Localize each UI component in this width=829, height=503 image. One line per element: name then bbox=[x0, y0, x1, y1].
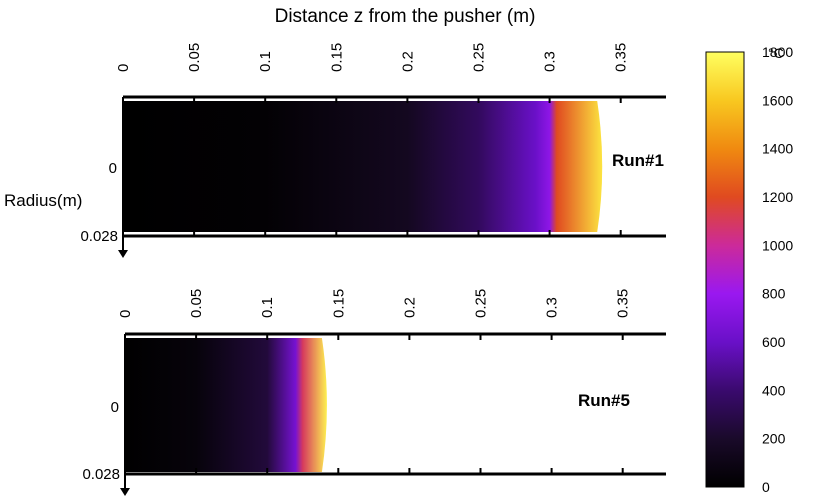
y-tick-label: 0.028 bbox=[80, 228, 118, 245]
x-tick-label: 0.2 bbox=[401, 297, 418, 318]
x-tick-label: 0.25 bbox=[473, 289, 490, 318]
y-tick-label: 0.028 bbox=[82, 466, 120, 483]
x-tick-label: 0.15 bbox=[330, 289, 347, 318]
colorbar-tick-label: 0 bbox=[762, 479, 770, 495]
x-tick-label: 0.1 bbox=[257, 51, 274, 72]
x-tick-label: 0.3 bbox=[544, 297, 561, 318]
colorbar-tick-label: 1800 bbox=[762, 44, 793, 60]
colorbar-tick-label: 600 bbox=[762, 334, 786, 350]
panel-1: 0 0.05 0.1 0.15 0.2 0.25 0.3 0.35 0 0.028 Run#1 bbox=[80, 43, 666, 258]
x-tick-label: 0.15 bbox=[328, 43, 345, 72]
x-tick-label: 0.35 bbox=[615, 289, 632, 318]
colorbar-tick-label: 1600 bbox=[762, 92, 793, 108]
y-tick-label: 0 bbox=[111, 399, 119, 416]
temperature-field bbox=[125, 338, 327, 472]
run-label: Run#1 bbox=[612, 151, 664, 170]
temperature-field bbox=[123, 101, 603, 232]
x-tick-label: 0.25 bbox=[471, 43, 488, 72]
chart-title: Distance z from the pusher (m) bbox=[275, 6, 536, 27]
colorbar-tick-label: 1200 bbox=[762, 189, 793, 205]
x-tick-label: 0.2 bbox=[399, 51, 416, 72]
colorbar bbox=[705, 51, 745, 488]
run-label: Run#5 bbox=[578, 391, 630, 410]
colorbar-tick-label: 1400 bbox=[762, 141, 793, 157]
x-tick-label: 0.05 bbox=[188, 289, 205, 318]
colorbar-tick-label: 1000 bbox=[762, 237, 793, 253]
x-tick-label: 0 bbox=[115, 64, 132, 72]
y-axis-arrow bbox=[118, 250, 128, 258]
x-tick-label: 0 bbox=[117, 310, 134, 318]
x-tick-label: 0.3 bbox=[542, 51, 559, 72]
x-tick-label: 0.1 bbox=[259, 297, 276, 318]
colorbar-tick-label: 200 bbox=[762, 431, 786, 447]
panel-2: 0 0.05 0.1 0.15 0.2 0.25 0.3 0.35 0 0.028 Run#5 bbox=[82, 289, 666, 496]
x-tick-label: 0.35 bbox=[613, 43, 630, 72]
y-tick-label: 0 bbox=[109, 160, 117, 177]
y-axis-arrow bbox=[120, 488, 130, 496]
x-tick-label: 0.05 bbox=[186, 43, 203, 72]
colorbar-unit: °C bbox=[768, 45, 784, 61]
y-axis-label: Radius(m) bbox=[4, 191, 82, 210]
colorbar-tick-label: 800 bbox=[762, 286, 786, 302]
colorbar-tick-label: 400 bbox=[762, 382, 786, 398]
